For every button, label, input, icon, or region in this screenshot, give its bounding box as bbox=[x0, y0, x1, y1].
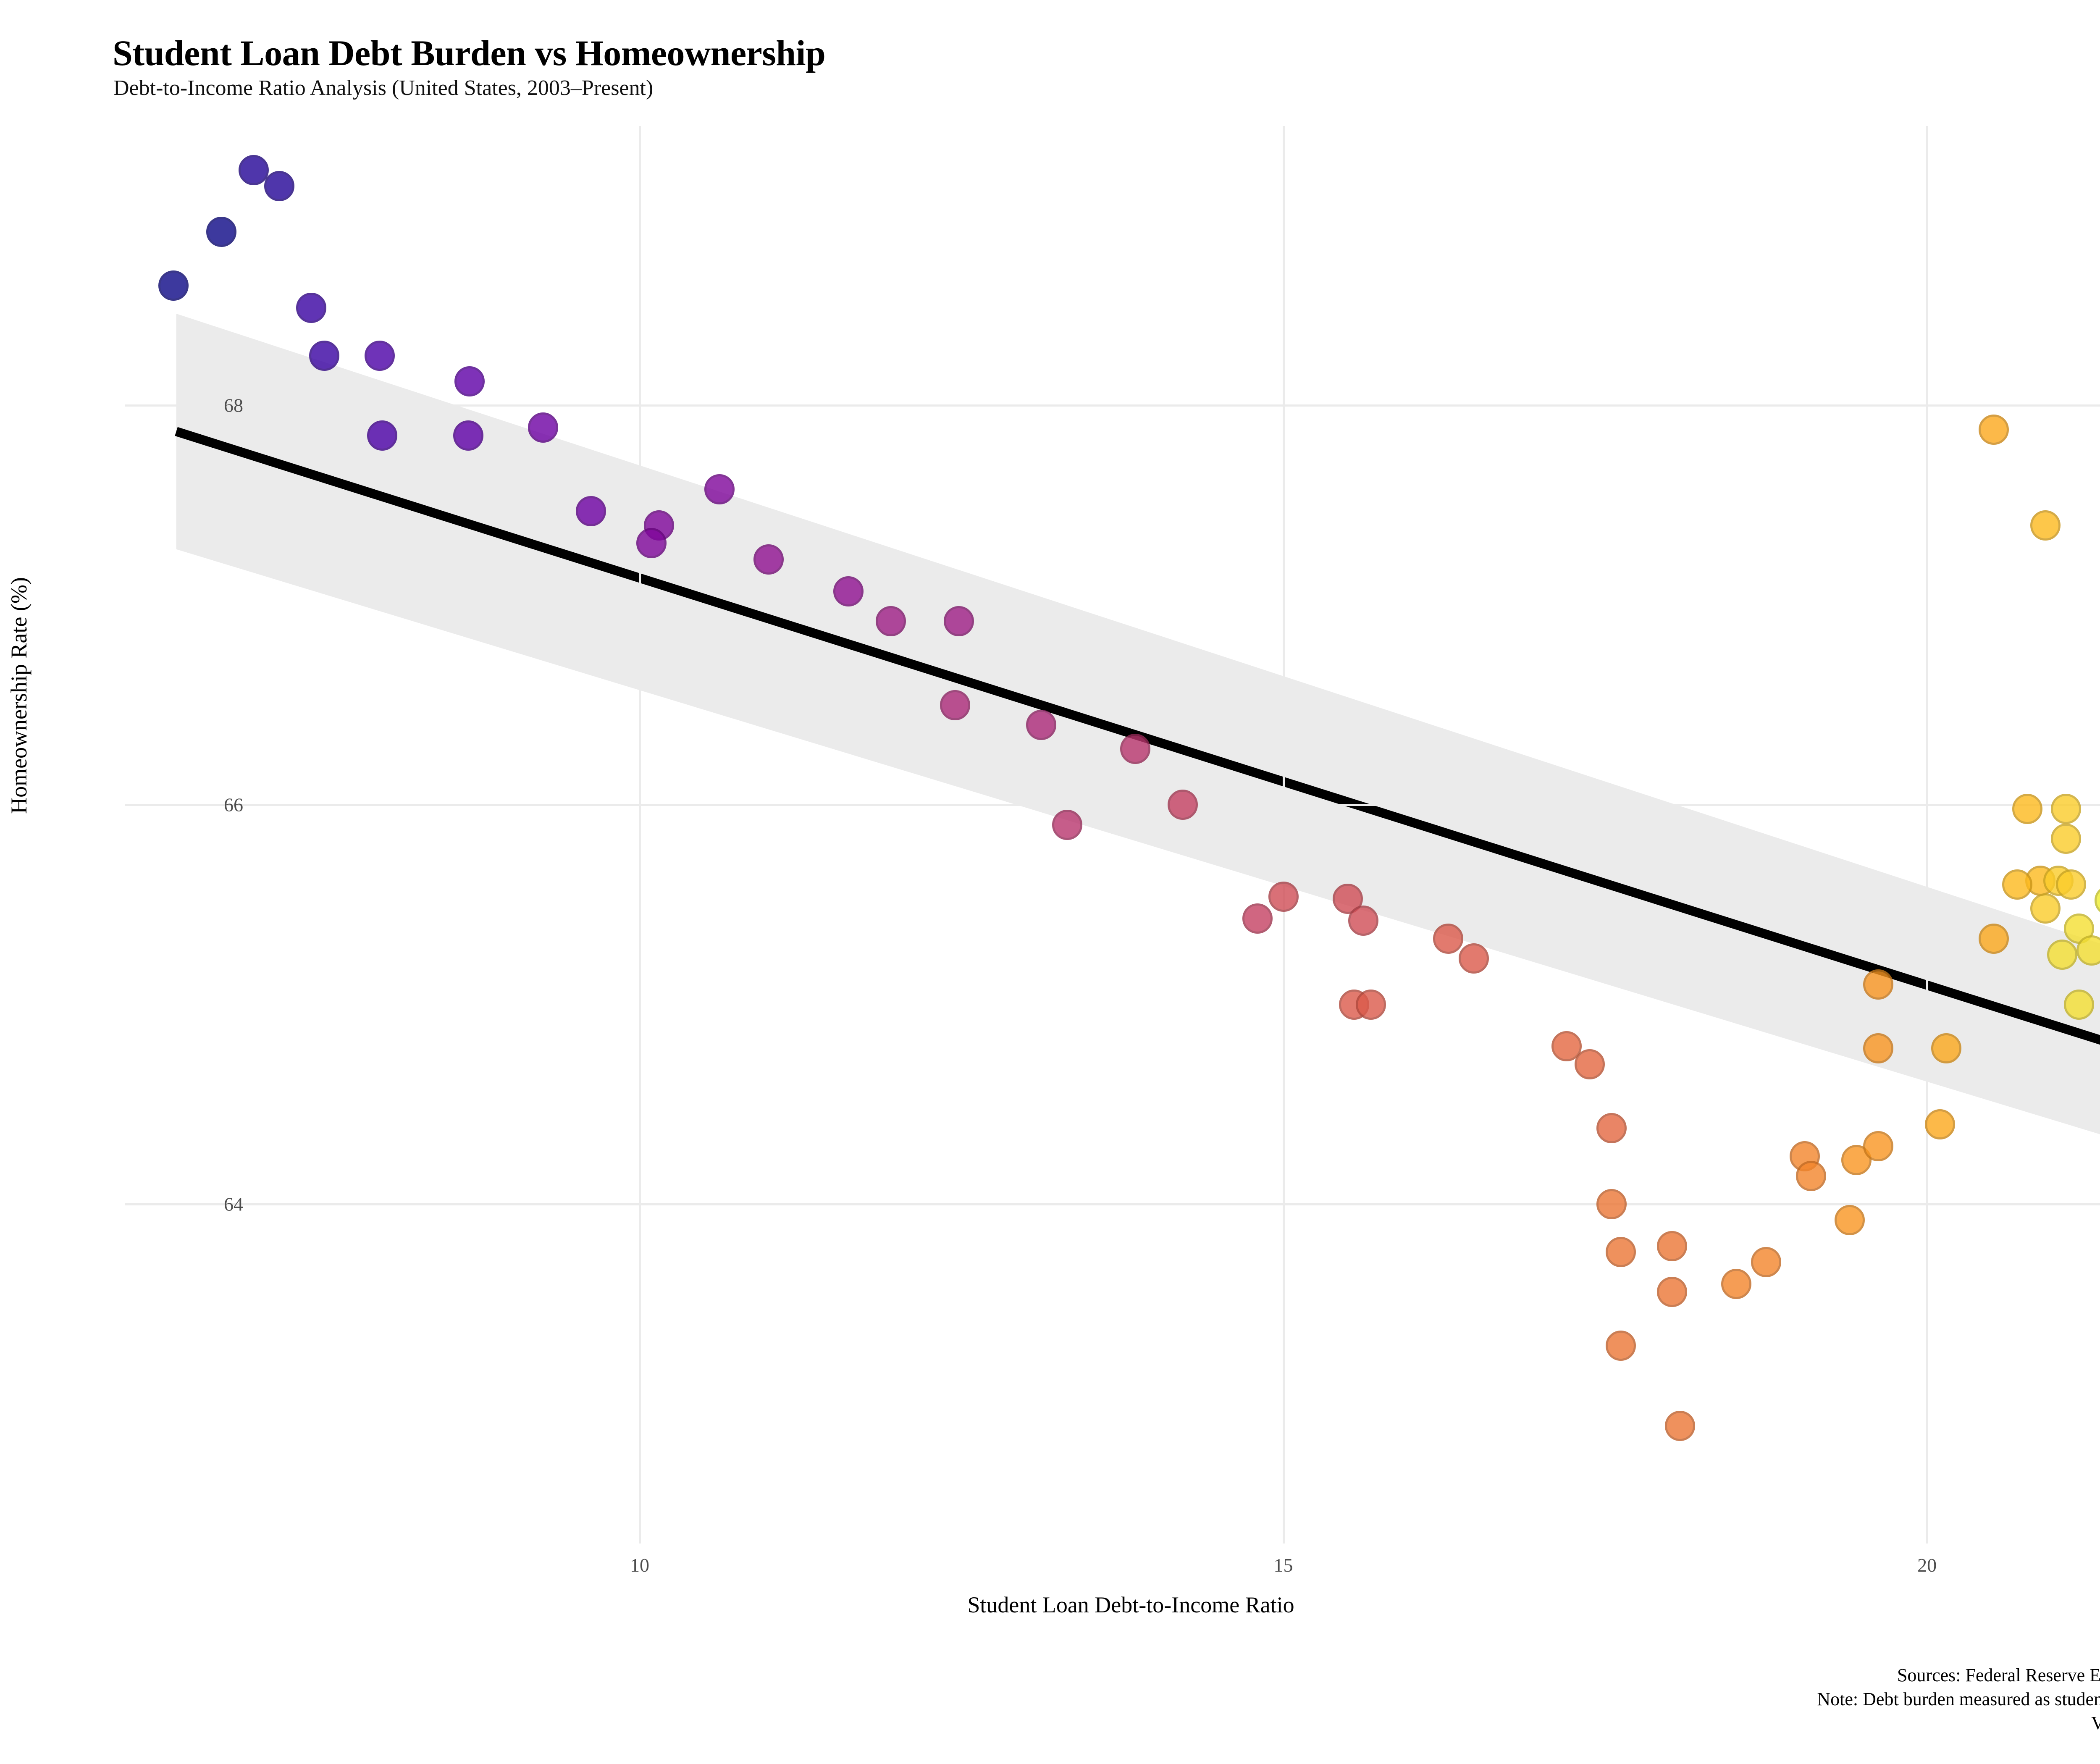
gridline-horizontal bbox=[125, 1203, 2100, 1205]
scatter-point bbox=[1348, 905, 1378, 936]
scatter-point bbox=[1433, 923, 1463, 954]
scatter-point bbox=[875, 606, 906, 636]
scatter-point bbox=[2047, 939, 2077, 970]
gridline-vertical bbox=[1926, 126, 1929, 1544]
gridline-horizontal bbox=[125, 404, 2100, 407]
scatter-point bbox=[1751, 1247, 1781, 1277]
plot-canvas bbox=[175, 313, 2100, 1134]
scatter-point bbox=[1657, 1277, 1688, 1307]
scatter-point bbox=[2063, 989, 2094, 1020]
scatter-point bbox=[1168, 790, 1198, 820]
scatter-point bbox=[1979, 923, 2009, 954]
page-subtitle: Debt-to-Income Ratio Analysis (United St… bbox=[113, 76, 654, 100]
scatter-point bbox=[1863, 969, 1893, 1000]
scatter-point bbox=[1605, 1236, 1636, 1267]
page-title: Student Loan Debt Burden vs Homeownershi… bbox=[113, 32, 826, 73]
scatter-point bbox=[1355, 989, 1386, 1020]
scatter-point bbox=[264, 171, 294, 201]
scatter-point bbox=[1026, 710, 1057, 740]
scatter-point bbox=[1979, 414, 2009, 445]
scatter-point bbox=[636, 528, 667, 559]
scatter-point bbox=[309, 340, 340, 371]
scatter-point bbox=[944, 606, 974, 636]
scatter-point bbox=[453, 420, 484, 451]
scatter-point bbox=[1459, 943, 1489, 974]
y-axis-label: Homeownership Rate (%) bbox=[6, 577, 32, 814]
caption-block: Sources: Federal Reserve Economic Data (… bbox=[1817, 1663, 2100, 1735]
scatter-point bbox=[1605, 1331, 1636, 1361]
scatter-point bbox=[2051, 793, 2082, 824]
y-axis-tick-label: 66 bbox=[224, 794, 243, 816]
scatter-point bbox=[364, 340, 395, 371]
scatter-point bbox=[575, 496, 606, 527]
x-axis-tick-label: 20 bbox=[1917, 1554, 1937, 1576]
plot-panel bbox=[125, 126, 2100, 1544]
x-axis-label: Student Loan Debt-to-Income Ratio bbox=[967, 1592, 1294, 1617]
scatter-point bbox=[1664, 1410, 1695, 1441]
scatter-point bbox=[367, 420, 397, 451]
scatter-point bbox=[2012, 793, 2043, 824]
gridline-horizontal bbox=[125, 804, 2100, 806]
scatter-point bbox=[454, 366, 485, 397]
scatter-point bbox=[1120, 734, 1151, 764]
caption-sources: Sources: Federal Reserve Economic Data (… bbox=[1897, 1665, 2100, 1685]
scatter-point bbox=[1657, 1231, 1688, 1261]
scatter-point bbox=[2030, 510, 2061, 541]
scatter-point bbox=[1268, 881, 1299, 912]
scatter-point bbox=[1841, 1145, 1872, 1176]
scatter-point bbox=[158, 270, 189, 301]
scatter-point bbox=[1575, 1049, 1605, 1080]
caption-credit: Visualization by Forensic Economic Servi… bbox=[2091, 1713, 2100, 1734]
x-axis-tick-label: 15 bbox=[1273, 1554, 1293, 1576]
scatter-point bbox=[238, 155, 269, 185]
scatter-point bbox=[1835, 1205, 1865, 1235]
scatter-point bbox=[833, 576, 864, 606]
scatter-point bbox=[2076, 935, 2100, 966]
scatter-point bbox=[940, 690, 970, 720]
y-axis-tick-label: 68 bbox=[224, 394, 243, 416]
scatter-point bbox=[296, 292, 327, 323]
scatter-point bbox=[1863, 1033, 1893, 1064]
scatter-point bbox=[2051, 824, 2082, 854]
x-axis-tick-label: 10 bbox=[630, 1554, 650, 1576]
scatter-point bbox=[1924, 1109, 1955, 1139]
scatter-point bbox=[1242, 903, 1273, 934]
scatter-point bbox=[1796, 1161, 1827, 1192]
scatter-point bbox=[528, 412, 559, 443]
scatter-point bbox=[1721, 1269, 1752, 1299]
gridline-vertical bbox=[639, 126, 641, 1544]
scatter-point bbox=[206, 216, 236, 247]
gridline-vertical bbox=[1282, 126, 1285, 1544]
scatter-point bbox=[2030, 893, 2061, 924]
y-axis-tick-label: 64 bbox=[224, 1193, 243, 1215]
scatter-point bbox=[704, 474, 735, 505]
scatter-point bbox=[1931, 1033, 1962, 1064]
scatter-point bbox=[753, 544, 784, 575]
scatter-point bbox=[1863, 1131, 1893, 1162]
scatter-point bbox=[1596, 1113, 1627, 1144]
caption-note: Note: Debt burden measured as student de… bbox=[1817, 1689, 2100, 1710]
scatter-point bbox=[1596, 1189, 1627, 1219]
scatter-point bbox=[1052, 809, 1082, 840]
scatter-point bbox=[2056, 869, 2087, 900]
scatter-point bbox=[2002, 869, 2032, 900]
trend-line bbox=[175, 427, 2100, 1045]
